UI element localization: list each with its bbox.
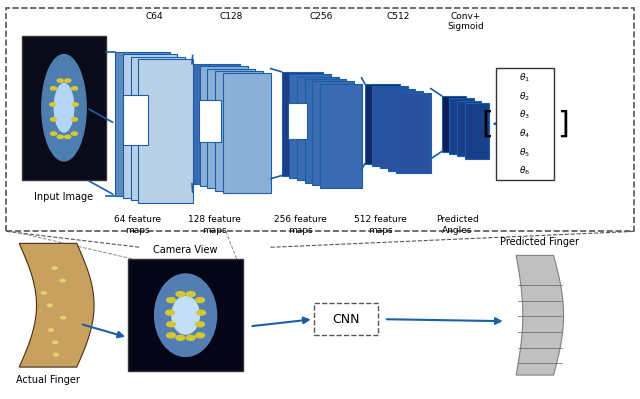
Circle shape xyxy=(70,86,78,91)
FancyBboxPatch shape xyxy=(297,77,339,180)
Ellipse shape xyxy=(154,273,218,357)
Text: C256: C256 xyxy=(310,12,333,21)
Text: $\theta_1$: $\theta_1$ xyxy=(519,71,531,84)
Circle shape xyxy=(56,78,64,83)
Circle shape xyxy=(70,117,78,122)
Polygon shape xyxy=(516,255,564,375)
Text: Predicted Finger: Predicted Finger xyxy=(500,237,579,247)
Text: C64: C64 xyxy=(145,12,163,21)
Circle shape xyxy=(61,291,67,295)
Circle shape xyxy=(50,131,58,136)
Text: Actual Finger: Actual Finger xyxy=(16,375,80,385)
FancyBboxPatch shape xyxy=(305,79,346,183)
Circle shape xyxy=(186,291,196,297)
FancyBboxPatch shape xyxy=(138,59,193,203)
FancyBboxPatch shape xyxy=(207,69,255,188)
Circle shape xyxy=(175,291,186,297)
Circle shape xyxy=(64,134,72,139)
Text: Camera View: Camera View xyxy=(154,245,218,255)
Ellipse shape xyxy=(54,83,74,133)
Circle shape xyxy=(186,335,196,341)
FancyBboxPatch shape xyxy=(314,303,378,335)
Circle shape xyxy=(195,297,205,303)
Circle shape xyxy=(40,266,47,270)
FancyBboxPatch shape xyxy=(200,66,248,186)
FancyBboxPatch shape xyxy=(388,91,423,171)
Circle shape xyxy=(49,102,56,107)
Text: $\theta_4$: $\theta_4$ xyxy=(519,127,531,140)
FancyBboxPatch shape xyxy=(124,95,148,145)
Circle shape xyxy=(48,340,54,344)
FancyBboxPatch shape xyxy=(123,54,177,198)
Ellipse shape xyxy=(172,296,200,335)
FancyBboxPatch shape xyxy=(457,101,481,156)
FancyBboxPatch shape xyxy=(380,89,415,168)
Text: Conv+
Sigmoid: Conv+ Sigmoid xyxy=(447,12,484,32)
Text: 256 feature
maps: 256 feature maps xyxy=(275,215,327,235)
FancyBboxPatch shape xyxy=(396,93,431,173)
Text: [: [ xyxy=(481,109,493,138)
Text: 128 feature
maps: 128 feature maps xyxy=(188,215,241,235)
Text: $\theta_5$: $\theta_5$ xyxy=(519,146,531,158)
Circle shape xyxy=(52,316,59,320)
Circle shape xyxy=(45,279,52,282)
Circle shape xyxy=(195,332,205,338)
FancyBboxPatch shape xyxy=(320,84,362,188)
Circle shape xyxy=(38,328,44,332)
FancyBboxPatch shape xyxy=(215,71,263,191)
Polygon shape xyxy=(19,243,94,367)
FancyBboxPatch shape xyxy=(131,57,185,200)
Circle shape xyxy=(56,134,64,139)
Circle shape xyxy=(64,78,72,83)
Text: C512: C512 xyxy=(386,12,410,21)
Circle shape xyxy=(70,131,78,136)
Circle shape xyxy=(72,102,79,107)
FancyBboxPatch shape xyxy=(496,68,554,180)
FancyBboxPatch shape xyxy=(289,74,331,178)
Text: $\theta_3$: $\theta_3$ xyxy=(519,109,531,121)
Text: $\theta_2$: $\theta_2$ xyxy=(519,90,531,103)
Text: 64 feature
maps: 64 feature maps xyxy=(114,215,161,235)
Text: C128: C128 xyxy=(220,12,243,21)
FancyBboxPatch shape xyxy=(365,84,400,164)
FancyBboxPatch shape xyxy=(115,52,170,196)
FancyBboxPatch shape xyxy=(192,64,240,184)
Circle shape xyxy=(166,332,176,338)
Ellipse shape xyxy=(41,54,87,162)
Circle shape xyxy=(196,310,206,316)
Text: CNN: CNN xyxy=(332,313,359,326)
FancyBboxPatch shape xyxy=(465,103,489,159)
FancyBboxPatch shape xyxy=(199,100,221,142)
FancyBboxPatch shape xyxy=(312,81,354,185)
Circle shape xyxy=(50,86,58,91)
FancyBboxPatch shape xyxy=(288,103,307,139)
FancyBboxPatch shape xyxy=(449,98,474,154)
Text: Input Image: Input Image xyxy=(35,192,93,201)
Circle shape xyxy=(50,117,58,122)
FancyBboxPatch shape xyxy=(128,259,243,371)
Text: $\theta_6$: $\theta_6$ xyxy=(519,165,531,177)
Text: ]: ] xyxy=(557,109,569,138)
Text: Predicted
Angles: Predicted Angles xyxy=(436,215,479,235)
Circle shape xyxy=(61,353,68,357)
Circle shape xyxy=(165,310,175,316)
Circle shape xyxy=(166,297,176,303)
Text: 512 feature
maps: 512 feature maps xyxy=(355,215,407,235)
FancyBboxPatch shape xyxy=(223,73,271,193)
Circle shape xyxy=(175,335,186,341)
FancyBboxPatch shape xyxy=(372,86,408,166)
FancyBboxPatch shape xyxy=(442,96,466,152)
Circle shape xyxy=(195,321,205,328)
Circle shape xyxy=(166,321,176,328)
FancyBboxPatch shape xyxy=(282,72,323,176)
Circle shape xyxy=(61,303,67,307)
FancyBboxPatch shape xyxy=(22,36,106,180)
